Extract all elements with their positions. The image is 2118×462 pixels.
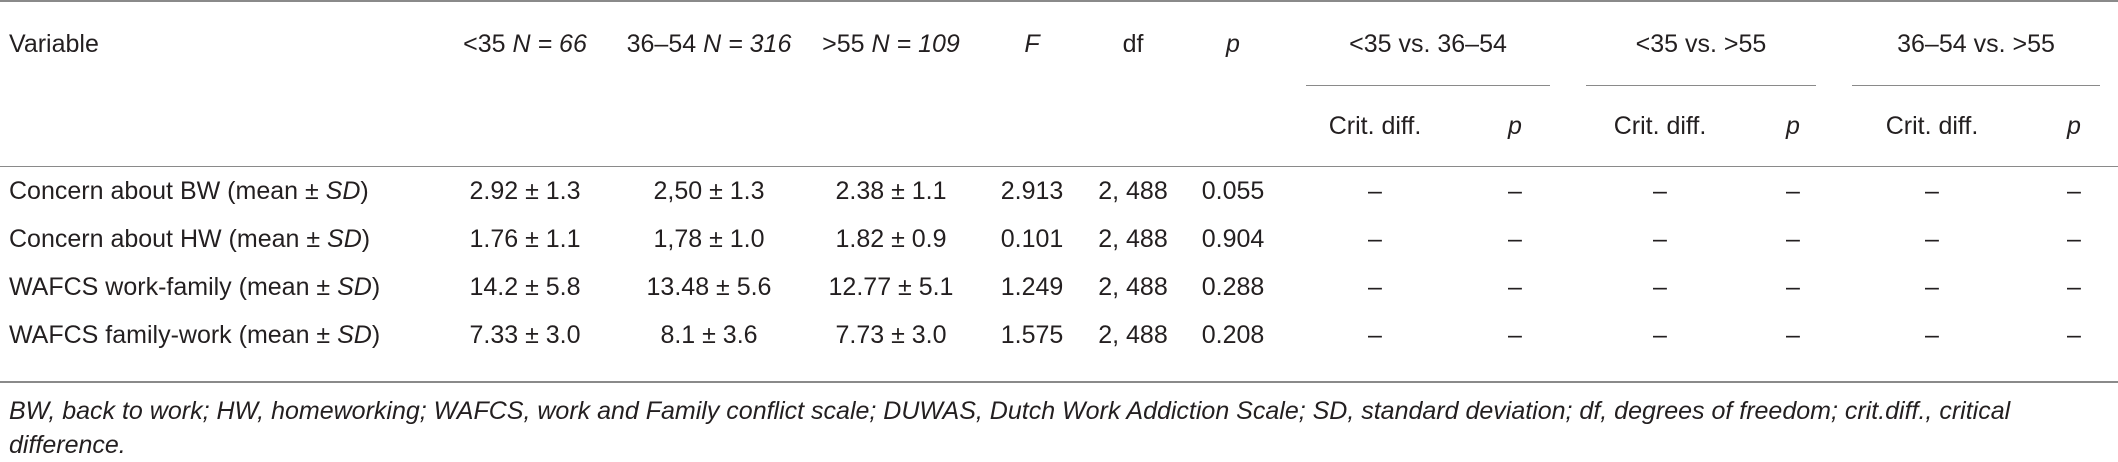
cell-crit-diff-1: – xyxy=(1368,224,1382,253)
cell-p-3: – xyxy=(2067,320,2081,349)
cell-f: 2.913 xyxy=(1000,176,1064,205)
cell-crit-diff-2: – xyxy=(1653,176,1667,205)
cell-f: 1.575 xyxy=(1000,320,1064,349)
header-group-36-54-vs-gt55: 36–54 vs. >55 xyxy=(1834,2,2118,86)
cell-p-2: – xyxy=(1786,320,1800,349)
cell-crit-diff-3: – xyxy=(1925,272,1939,301)
cell-36-54: 13.48 ± 5.6 xyxy=(646,272,772,301)
header-row-2: Crit. diff. p Crit. diff. p Crit. diff. … xyxy=(0,86,2118,167)
row-label: Concern about BW (mean ± SD) xyxy=(9,176,369,205)
header-p-2: p xyxy=(1786,111,1800,140)
cell-p: 0.055 xyxy=(1201,176,1265,205)
bottom-rule xyxy=(0,381,2118,383)
cell-36-54: 2,50 ± 1.3 xyxy=(653,176,765,205)
cell-p-2: – xyxy=(1786,272,1800,301)
header-f: F xyxy=(1024,29,1040,58)
cell-p: 0.904 xyxy=(1201,224,1265,253)
cell-p: 0.208 xyxy=(1201,320,1265,349)
cell-lt35: 7.33 ± 3.0 xyxy=(469,320,581,349)
cell-crit-diff-1: – xyxy=(1368,272,1382,301)
table-row: Concern about HW (mean ± SD) 1.76 ± 1.1 … xyxy=(0,215,2118,263)
cell-p-1: – xyxy=(1508,272,1522,301)
cell-lt35: 1.76 ± 1.1 xyxy=(469,224,581,253)
cell-p: 0.288 xyxy=(1201,272,1265,301)
cell-crit-diff-3: – xyxy=(1925,176,1939,205)
row-label: Concern about HW (mean ± SD) xyxy=(9,224,371,253)
cell-p-1: – xyxy=(1508,224,1522,253)
cell-p-2: – xyxy=(1786,224,1800,253)
header-age-gt55: >55 N = 109 xyxy=(822,29,960,58)
cell-gt55: 2.38 ± 1.1 xyxy=(835,176,947,205)
cell-crit-diff-1: – xyxy=(1368,320,1382,349)
cell-df: 2, 488 xyxy=(1098,224,1168,253)
header-variable: Variable xyxy=(9,29,99,58)
header-age-lt35: <35 N = 66 xyxy=(463,29,587,58)
header-row-1: Variable <35 N = 66 36–54 N = 316 >55 N … xyxy=(0,2,2118,86)
cell-crit-diff-2: – xyxy=(1653,272,1667,301)
cell-gt55: 7.73 ± 3.0 xyxy=(835,320,947,349)
header-crit-diff-2: Crit. diff. xyxy=(1613,111,1707,140)
cell-crit-diff-3: – xyxy=(1925,224,1939,253)
cell-df: 2, 488 xyxy=(1098,320,1168,349)
cell-36-54: 1,78 ± 1.0 xyxy=(653,224,765,253)
anova-table: Variable <35 N = 66 36–54 N = 316 >55 N … xyxy=(0,0,2118,359)
cell-df: 2, 488 xyxy=(1098,272,1168,301)
table-row: Concern about BW (mean ± SD) 2.92 ± 1.3 … xyxy=(0,167,2118,215)
table-row: WAFCS work-family (mean ± SD) 14.2 ± 5.8… xyxy=(0,263,2118,311)
header-p: p xyxy=(1226,29,1240,58)
cell-p-1: – xyxy=(1508,320,1522,349)
cell-36-54: 8.1 ± 3.6 xyxy=(660,320,758,349)
cell-gt55: 1.82 ± 0.9 xyxy=(835,224,947,253)
cell-p-3: – xyxy=(2067,224,2081,253)
cell-crit-diff-3: – xyxy=(1925,320,1939,349)
table-footnote: BW, back to work; HW, homeworking; WAFCS… xyxy=(9,397,2011,459)
row-label: WAFCS family-work (mean ± SD) xyxy=(9,320,381,349)
cell-crit-diff-2: – xyxy=(1653,320,1667,349)
header-crit-diff-3: Crit. diff. xyxy=(1885,111,1979,140)
row-label: WAFCS work-family (mean ± SD) xyxy=(9,272,381,301)
header-crit-diff-1: Crit. diff. xyxy=(1328,111,1422,140)
cell-p-3: – xyxy=(2067,176,2081,205)
cell-gt55: 12.77 ± 5.1 xyxy=(828,272,954,301)
cell-lt35: 2.92 ± 1.3 xyxy=(469,176,581,205)
header-p-3: p xyxy=(2067,111,2081,140)
cell-crit-diff-2: – xyxy=(1653,224,1667,253)
cell-f: 0.101 xyxy=(1000,224,1064,253)
cell-crit-diff-1: – xyxy=(1368,176,1382,205)
table-row: WAFCS family-work (mean ± SD) 7.33 ± 3.0… xyxy=(0,311,2118,359)
header-rule xyxy=(0,166,2118,167)
header-age-36-54: 36–54 N = 316 xyxy=(626,29,792,58)
header-group-lt35-vs-36-54: <35 vs. 36–54 xyxy=(1288,2,1568,86)
cell-p-3: – xyxy=(2067,272,2081,301)
cell-lt35: 14.2 ± 5.8 xyxy=(469,272,581,301)
cell-p-1: – xyxy=(1508,176,1522,205)
header-df: df xyxy=(1122,29,1144,58)
header-p-1: p xyxy=(1508,111,1522,140)
cell-p-2: – xyxy=(1786,176,1800,205)
cell-df: 2, 488 xyxy=(1098,176,1168,205)
header-group-lt35-vs-gt55: <35 vs. >55 xyxy=(1568,2,1834,86)
cell-f: 1.249 xyxy=(1000,272,1064,301)
